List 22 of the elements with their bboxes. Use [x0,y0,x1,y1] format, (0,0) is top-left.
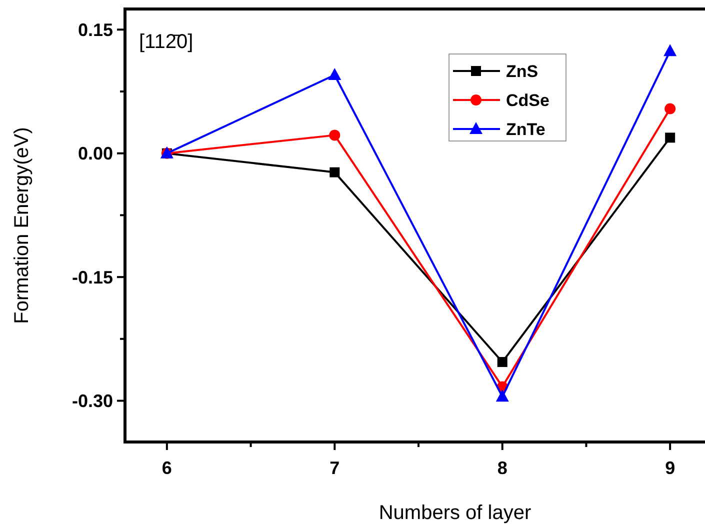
y-tick-label: -0.15 [72,267,113,288]
legend-label: ZnTe [506,120,546,139]
x-tick-label: 7 [330,458,340,478]
point [664,103,676,114]
y-tick-label: 0.15 [78,20,113,40]
point [496,390,509,402]
point [665,132,676,143]
y-tick-label: -0.30 [72,391,113,412]
legend-label: CdSe [506,90,550,110]
point [328,68,342,80]
x-tick-label: 8 [497,458,508,478]
legend-label: ZnS [506,62,538,81]
y-tick-label: 0.00 [78,144,113,164]
point [497,357,508,367]
point [330,167,340,178]
x-tick-label: 6 [162,458,172,478]
x-axis-title: Numbers of layer [378,502,532,524]
annotation: [112̄0] [139,31,194,53]
point [664,44,677,56]
x-tick-label: 9 [665,458,676,478]
y-axis-title: Formation Energy(eV) [11,127,33,324]
point [329,130,340,141]
